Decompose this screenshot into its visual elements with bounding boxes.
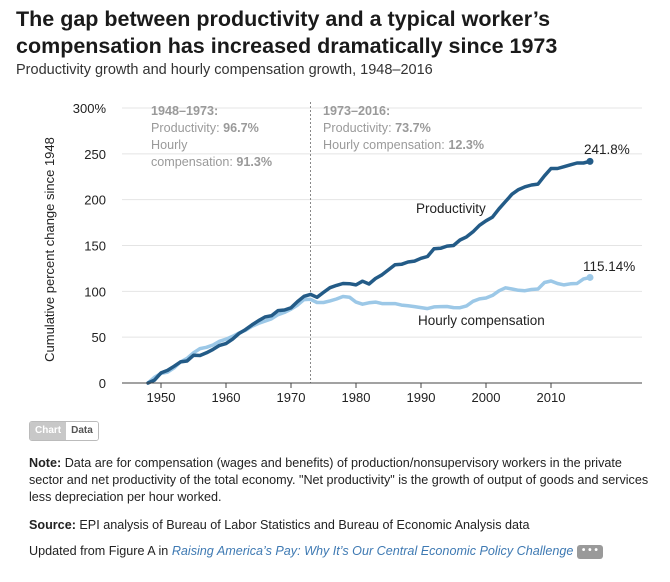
series-label-productivity: Productivity [416,201,486,216]
updated-text: Updated from Figure A in [29,544,169,558]
period2-compensation: Hourly compensation: 12.3% [323,138,484,152]
annotation-1948-1973: 1948–1973: Productivity: 96.7% Hourly co… [151,104,272,169]
y-axis-label: Cumulative percent change since 1948 [42,137,57,362]
chart-tab[interactable]: Chart [30,422,67,440]
more-button[interactable]: • • • [576,544,603,559]
hourly-compensation-line [146,275,592,385]
source-label: Source: [29,518,76,532]
chart-note: Note: Data are for compensation (wages a… [29,455,651,506]
period2-title: 1973–2016: [323,104,390,118]
y-tick-label-300: 300% [73,101,107,116]
x-tick-label-2000: 2000 [472,390,501,405]
x-tick-label-1960: 1960 [212,390,241,405]
x-tick-label-1980: 1980 [342,390,371,405]
annotation-1973-2016: 1973–2016: Productivity: 73.7% Hourly co… [323,104,484,152]
y-tick-label-50: 50 [92,330,106,345]
productivity-end-label: 241.8% [584,142,630,157]
report-link[interactable]: Raising America’s Pay: Why It’s Our Cent… [171,544,574,558]
y-tick-label-250: 250 [84,147,106,162]
period1-title: 1948–1973: [151,104,218,118]
period1-comp-line1: Hourly [151,138,188,152]
x-tick-label-1990: 1990 [407,390,436,405]
grid-lines [122,107,642,338]
period1-productivity: Productivity: 96.7% [151,121,259,135]
data-tab[interactable]: Data [66,422,98,440]
x-axis-ticks: 1950 1960 1970 1980 1990 2000 2010 [147,383,566,405]
y-tick-label-200: 200 [84,193,106,208]
y-tick-label-100: 100 [84,284,106,299]
chart-subtitle: Productivity growth and hourly compensat… [16,62,433,78]
y-axis-ticks: 0 50 100 150 200 250 300% [73,101,107,391]
line-chart: 0 50 100 150 200 250 300% 1950 1960 1970 1980 1990… [42,101,642,405]
updated-from: Updated from Figure A in Raising America… [29,543,629,560]
x-tick-label-1970: 1970 [277,390,306,405]
productivity-line [146,159,592,385]
hourly-compensation-end-label: 115.14% [583,259,635,274]
x-tick-label-1950: 1950 [147,390,176,405]
note-label: Note: [29,456,62,470]
chart-source: Source: EPI analysis of Bureau of Labor … [29,518,530,532]
chart-title: The gap between productivity and a typic… [16,7,558,58]
hourly-compensation-end-point [586,273,594,281]
x-tick-label-2010: 2010 [537,390,566,405]
note-text: Data are for compensation (wages and ben… [29,456,649,504]
series-label-hourly-compensation: Hourly compensation [418,313,545,328]
y-tick-label-0: 0 [99,376,106,391]
source-text: EPI analysis of Bureau of Labor Statisti… [79,518,530,532]
y-tick-label-150: 150 [84,239,106,254]
period2-productivity: Productivity: 73.7% [323,121,431,135]
period1-comp-line2: compensation: 91.3% [151,155,272,169]
productivity-end-point [586,157,594,165]
chart-data-toggle: Chart Data [29,421,99,441]
